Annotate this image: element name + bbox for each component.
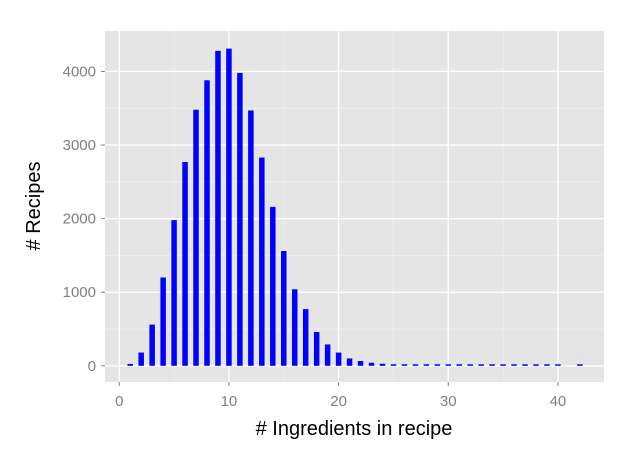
- bar: [171, 220, 177, 366]
- bar: [281, 251, 287, 366]
- bar: [500, 364, 506, 366]
- bar: [412, 364, 419, 366]
- bar: [237, 72, 243, 366]
- bar: [511, 364, 517, 366]
- bar: [456, 364, 462, 366]
- bar: [478, 364, 484, 366]
- x-tick-label: 40: [550, 393, 567, 410]
- bar: [302, 309, 309, 366]
- bar: [138, 352, 144, 366]
- bar: [467, 364, 473, 366]
- bar: [555, 364, 561, 366]
- bar: [226, 48, 232, 366]
- bar: [291, 289, 298, 366]
- y-axis-ticks: 0 1000 2000 3000 4000: [63, 63, 105, 375]
- bar: [160, 277, 166, 366]
- bar: [390, 364, 397, 366]
- bar: [533, 364, 539, 366]
- minor-gridlines: [105, 31, 604, 382]
- bar: [401, 364, 408, 366]
- bar: [259, 157, 265, 366]
- bar: [149, 324, 155, 366]
- y-tick-label: 2000: [63, 211, 96, 228]
- bar: [522, 364, 528, 366]
- bar: [489, 364, 495, 366]
- bar: [193, 109, 199, 366]
- bar: [445, 364, 452, 366]
- bar: [335, 352, 342, 366]
- bar: [248, 110, 254, 366]
- x-tick-label: 0: [115, 393, 123, 410]
- x-tick-label: 20: [330, 393, 347, 410]
- bar: [270, 206, 276, 366]
- x-tick-label: 10: [221, 393, 238, 410]
- y-tick-label: 4000: [63, 63, 96, 80]
- bar: [215, 50, 221, 366]
- x-axis-title: # Ingredients in recipe: [256, 418, 453, 440]
- bar: [204, 80, 210, 366]
- bar: [577, 364, 583, 366]
- plot-panel: [105, 31, 604, 382]
- bars: [127, 48, 583, 366]
- bar: [182, 161, 188, 366]
- bar: [324, 344, 331, 366]
- bar: [346, 358, 353, 366]
- bar: [379, 363, 386, 366]
- bar: [313, 331, 320, 366]
- y-tick-label: 1000: [63, 284, 96, 301]
- y-axis-title: # Recipes: [23, 162, 45, 251]
- bar: [434, 364, 441, 366]
- bar: [368, 362, 375, 366]
- y-tick-label: 0: [88, 358, 96, 375]
- x-axis-ticks: 0 10 20 30 40: [115, 382, 566, 410]
- bar: [127, 363, 133, 366]
- bar: [357, 361, 364, 366]
- bar: [544, 364, 550, 366]
- y-tick-label: 3000: [63, 137, 96, 154]
- bar: [423, 364, 430, 366]
- x-tick-label: 30: [440, 393, 457, 410]
